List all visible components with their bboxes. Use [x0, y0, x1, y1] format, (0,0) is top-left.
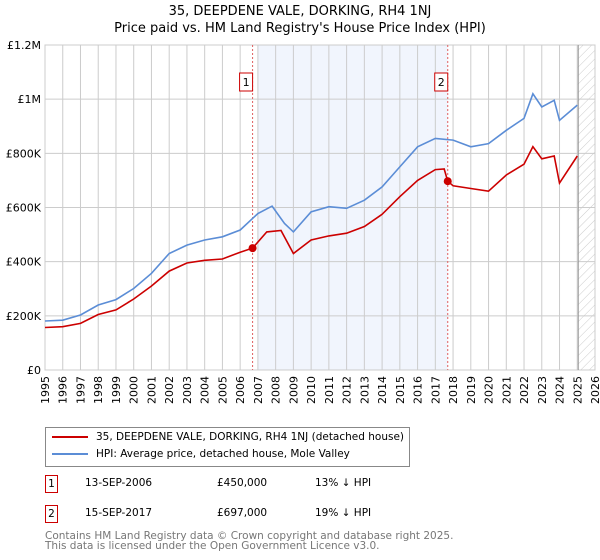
sale-label-box [239, 72, 254, 92]
y-tick-label: £800K [6, 147, 42, 160]
sale-label: 1 [243, 76, 250, 89]
plot-border [44, 44, 596, 371]
x-tick-label: 2020 [483, 376, 496, 404]
sale-label-box [434, 72, 449, 92]
x-tick-label: 2016 [412, 376, 425, 404]
x-tick-label: 2013 [358, 376, 371, 404]
y-tick-label: £600K [6, 202, 42, 215]
y-tick-label: £200K [6, 310, 42, 323]
transaction-delta: 19% ↓ HPI [315, 507, 372, 519]
transaction-date: 13-SEP-2006 [85, 477, 153, 489]
transaction-date: 15-SEP-2017 [85, 507, 153, 519]
x-tick-label: 2012 [341, 376, 354, 404]
x-tick-label: 2023 [536, 376, 549, 404]
x-tick-label: 2001 [145, 376, 158, 404]
y-tick-label: £400K [6, 256, 42, 269]
x-tick-label: 2011 [323, 376, 336, 404]
legend-label: HPI: Average price, detached house, Mole… [96, 448, 350, 460]
x-tick-label: 2025 [571, 376, 584, 404]
sale-point [248, 244, 257, 253]
x-tick-label: 2019 [465, 376, 478, 404]
legend-label: 35, DEEPDENE VALE, DORKING, RH4 1NJ (det… [96, 431, 405, 443]
x-tick-label: 2000 [128, 376, 141, 404]
plot-area: 1995 1996 1997 1998 1999 2000 2001 2002 2003 2004… [6, 39, 600, 404]
x-tick-label: 2002 [163, 376, 176, 404]
y-tick-label: £0 [27, 364, 41, 377]
transaction-price: £697,000 [217, 507, 268, 519]
x-tick-label: 2015 [394, 376, 407, 404]
x-tick-label: 2006 [234, 376, 247, 404]
marker-badge: 2 [45, 505, 58, 523]
x-tick-label: 2005 [216, 376, 229, 404]
x-tick-label: 1996 [57, 376, 70, 404]
marker-badge: 1 [45, 475, 58, 493]
x-tick-label: 1999 [110, 376, 123, 404]
x-tick-label: 2022 [518, 376, 531, 404]
footer: Contains HM Land Registry data © Crown c… [45, 530, 454, 552]
x-tick-label: 2014 [376, 376, 389, 404]
y-tick-label: £1M [18, 93, 42, 106]
x-tick-label: 2009 [287, 376, 300, 404]
x-tick-label: 1998 [92, 376, 105, 404]
x-tick-label: 2021 [500, 376, 513, 404]
x-tick-label: 2004 [199, 376, 212, 404]
legend-item-hpi: HPI: Average price, detached house, Mole… [52, 448, 350, 460]
x-tick-label: 1995 [39, 376, 52, 404]
footer-line: This data is licensed under the Open Gov… [45, 540, 380, 552]
series-line [44, 92, 578, 322]
legend-line-blue [52, 453, 88, 455]
x-tick-label: 2007 [252, 376, 265, 404]
sale-label: 2 [438, 76, 445, 89]
transaction-price: £450,000 [217, 477, 268, 489]
legend: 35, DEEPDENE VALE, DORKING, RH4 1NJ (det… [45, 427, 410, 467]
footer-line: Contains HM Land Registry data © Crown c… [45, 530, 454, 542]
x-tick-label: 2008 [270, 376, 283, 404]
x-tick-label: 1997 [74, 376, 87, 404]
series-line [44, 145, 578, 329]
chart-title: 35, DEEPDENE VALE, DORKING, RH4 1NJ [168, 4, 432, 19]
y-tick-label: £1.2M [7, 39, 41, 52]
legend-line-red [52, 436, 88, 438]
chart-subtitle: Price paid vs. HM Land Registry's House … [114, 21, 486, 36]
x-tick-label: 2018 [447, 376, 460, 404]
x-tick-label: 2026 [589, 376, 600, 404]
sale-point [443, 177, 452, 186]
x-tick-label: 2017 [429, 376, 442, 404]
x-tick-label: 2003 [181, 376, 194, 404]
legend-item-property: 35, DEEPDENE VALE, DORKING, RH4 1NJ (det… [52, 431, 404, 443]
transaction-delta: 13% ↓ HPI [315, 477, 372, 489]
x-tick-label: 2024 [554, 376, 567, 404]
x-tick-label: 2010 [305, 376, 318, 404]
